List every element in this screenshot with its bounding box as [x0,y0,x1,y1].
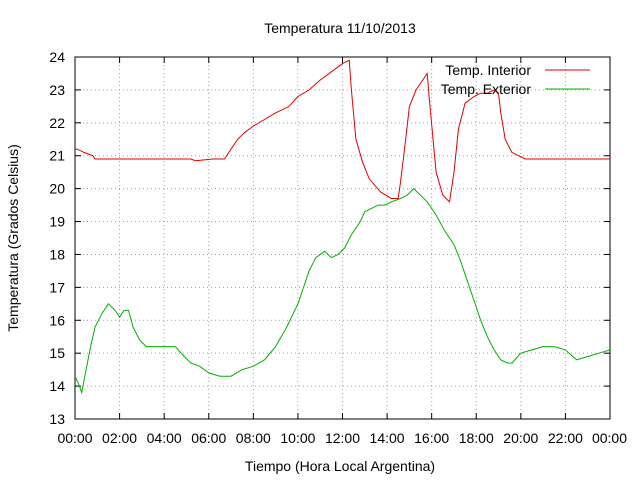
series-lines [74,59,611,395]
x-tick-label: 00:00 [592,430,627,446]
legend-label: Temp. Exterior [441,81,532,97]
y-axis-label: Temperatura (Grados Celsius) [5,144,21,332]
y-tick-label: 14 [49,378,65,394]
grid [75,57,610,419]
x-axis-label: Tiempo (Hora Local Argentina) [245,458,435,474]
x-tick-label: 12:00 [325,430,360,446]
series-line-0 [75,59,610,203]
series-line-1 [74,187,611,395]
y-axis-ticks: 13 14 15 16 17 18 19 20 21 22 23 24 [49,49,610,427]
y-tick-label: 18 [49,246,65,262]
x-tick-label: 06:00 [191,430,226,446]
y-tick-label: 16 [49,312,65,328]
x-tick-label: 00:00 [57,430,92,446]
y-tick-label: 13 [49,411,65,427]
x-tick-label: 20:00 [503,430,538,446]
y-tick-label: 15 [49,345,65,361]
x-tick-label: 18:00 [459,430,494,446]
x-tick-label: 04:00 [147,430,182,446]
y-tick-label: 24 [49,49,65,65]
x-tick-label: 02:00 [102,430,137,446]
x-tick-label: 10:00 [280,430,315,446]
legend-label: Temp. Interior [445,62,531,78]
x-axis-ticks: 00:00 02:00 04:00 06:00 08:00 10:00 12:00 14:00… [57,57,627,446]
x-tick-label: 08:00 [236,430,271,446]
y-tick-label: 17 [49,279,65,295]
y-tick-label: 23 [49,82,65,98]
x-tick-label: 14:00 [370,430,405,446]
legend: Temp. Interior Temp. Exterior [441,62,590,97]
y-tick-label: 19 [49,214,65,230]
y-tick-label: 21 [49,148,65,164]
y-tick-label: 20 [49,181,65,197]
y-tick-label: 22 [49,115,65,131]
chart-title: Temperatura 11/10/2013 [264,20,416,36]
x-tick-label: 22:00 [548,430,583,446]
x-tick-label: 16:00 [414,430,449,446]
